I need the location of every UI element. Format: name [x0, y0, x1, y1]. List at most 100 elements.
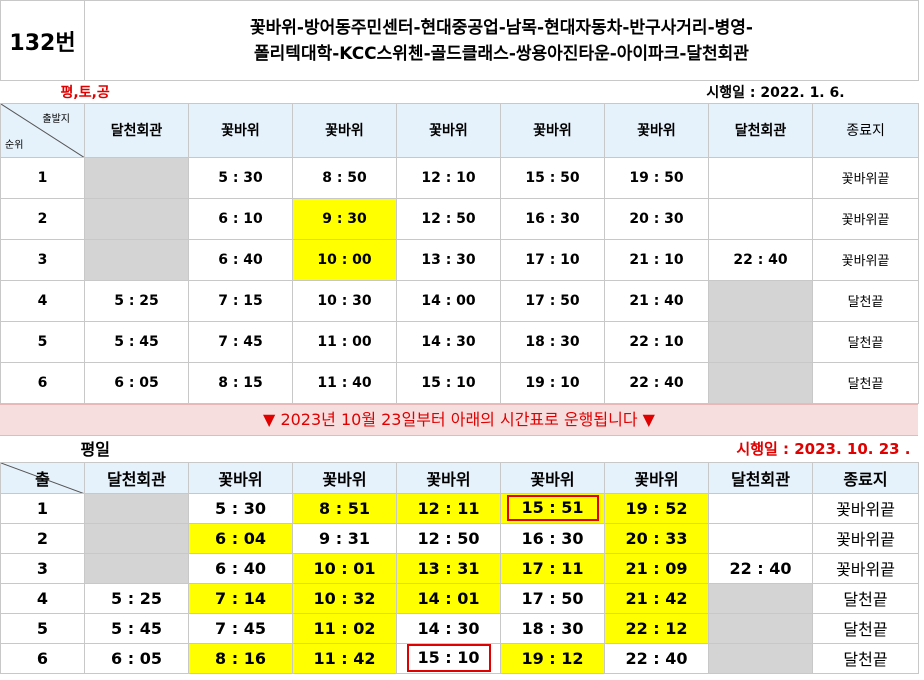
time-cell: 10 : 30: [292, 279, 397, 322]
col-header: 꽃바위: [188, 102, 293, 158]
col-header: 꽃바위: [188, 461, 294, 494]
timetable-2023: 평일 시행일 : 2023. 10. 23 . 출 달천회관 꽃바위 꽃바위 꽃…: [0, 435, 920, 674]
header-row: 출발지 순위 달천회관 꽃바위 꽃바위 꽃바위 꽃바위 꽃바위 달천회관 종료지: [0, 102, 920, 158]
time-cell: 14 : 01: [396, 582, 502, 614]
time-cell: [83, 492, 190, 524]
time-cell: 17 : 10: [500, 238, 605, 281]
row-number: 6: [0, 642, 85, 674]
time-cell: 15 : 50: [500, 156, 605, 199]
col-header: 꽃바위: [396, 102, 501, 158]
time-cell: 7 : 14: [188, 582, 294, 614]
time-cell: [84, 197, 189, 240]
time-cell: 8 : 51: [292, 492, 398, 524]
time-cell: 7 : 45: [188, 612, 294, 644]
service-days-label: 평일: [80, 440, 110, 460]
time-cell: [708, 279, 813, 322]
time-cell: 16 : 30: [500, 522, 606, 554]
time-cell: 6 : 05: [83, 642, 190, 674]
time-cell: 6 : 04: [188, 522, 294, 554]
col-header: 종료지: [811, 102, 920, 158]
time-cell: 14 : 30: [396, 612, 502, 644]
time-cell: [708, 197, 813, 240]
time-cell: 21 : 40: [604, 279, 709, 322]
timetable-2022: 평,토,공 시행일 : 2022. 1. 6. 출발지 순위 달천회관 꽃바위 …: [0, 81, 920, 404]
table-row: 3 6 : 40 10 : 01 13 : 31 17 : 11 21 : 09…: [0, 552, 920, 584]
time-cell: 12 : 50: [396, 522, 502, 554]
route-description: 꽃바위-방어동주민센터-현대중공업-남목-현대자동차-반구사거리-병영- 폴리텍…: [84, 0, 919, 81]
time-cell: 9 : 31: [292, 522, 398, 554]
time-cell: 19 : 50: [604, 156, 709, 199]
terminus-cell: 꽃바위끝: [811, 156, 920, 199]
col-header: 꽃바위: [604, 102, 709, 158]
time-cell: [84, 238, 189, 281]
table-row: 2 6 : 10 9 : 30 12 : 50 16 : 30 20 : 30 …: [0, 197, 920, 240]
time-cell: [708, 522, 814, 554]
route-number: 132번: [0, 0, 85, 81]
row-number: 5: [0, 612, 85, 644]
time-cell: 6 : 10: [188, 197, 293, 240]
time-cell: 20 : 30: [604, 197, 709, 240]
route-description-line1: 꽃바위-방어동주민센터-현대중공업-남목-현대자동차-반구사거리-병영-: [250, 17, 753, 38]
time-cell: [708, 642, 814, 674]
time-cell: [708, 492, 814, 524]
terminus-cell: 꽃바위끝: [811, 197, 920, 240]
terminus-cell: 달천끝: [811, 320, 920, 363]
time-cell: 7 : 45: [188, 320, 293, 363]
time-cell: 17 : 50: [500, 582, 606, 614]
terminus-cell: 달천끝: [812, 642, 920, 674]
col-header: 꽃바위: [292, 461, 398, 494]
diagonal-line-icon: [1, 104, 84, 156]
time-cell: 21 : 42: [604, 582, 710, 614]
time-cell: 7 : 15: [188, 279, 293, 322]
time-cell: 22 : 40: [604, 361, 709, 404]
terminus-cell: 달천끝: [812, 612, 920, 644]
time-cell: 5 : 45: [84, 320, 189, 363]
time-cell: 18 : 30: [500, 320, 605, 363]
time-cell: 6 : 05: [84, 361, 189, 404]
table-row: 1 5 : 30 8 : 50 12 : 10 15 : 50 19 : 50 …: [0, 156, 920, 199]
time-cell: 8 : 15: [188, 361, 293, 404]
time-cell: 16 : 30: [500, 197, 605, 240]
time-cell: 8 : 50: [292, 156, 397, 199]
col-header: 꽃바위: [396, 461, 502, 494]
terminus-cell: 달천끝: [811, 361, 920, 404]
effective-date: 시행일 : 2022. 1. 6.: [706, 84, 845, 101]
service-days-label: 평,토,공: [60, 84, 110, 101]
col-header: 꽃바위: [292, 102, 397, 158]
time-cell: [708, 320, 813, 363]
time-cell: 22 : 40: [708, 552, 814, 584]
col-header: 종료지: [812, 461, 920, 494]
time-cell: 11 : 40: [292, 361, 397, 404]
row-number: 1: [0, 492, 85, 524]
time-cell: [708, 582, 814, 614]
time-cell: 6 : 40: [188, 552, 294, 584]
red-box-highlight: 15 : 10: [406, 644, 491, 672]
row-number: 3: [0, 552, 85, 584]
terminus-cell: 꽃바위끝: [812, 552, 920, 584]
corner-label-top: 출발지: [42, 113, 70, 125]
time-cell: [83, 522, 190, 554]
time-cell: 8 : 16: [188, 642, 294, 674]
time-cell: 5 : 30: [188, 156, 293, 199]
time-cell: 13 : 31: [396, 552, 502, 584]
time-cell: 18 : 30: [500, 612, 606, 644]
time-cell: 12 : 50: [396, 197, 501, 240]
time-cell: 6 : 40: [188, 238, 293, 281]
col-header: 달천회관: [83, 461, 190, 494]
schedule-change-banner: ▼ 2023년 10월 23일부터 아래의 시간표로 운행됩니다 ▼: [0, 404, 918, 436]
time-cell: 22 : 40: [604, 642, 710, 674]
col-header: 꽃바위: [500, 461, 606, 494]
row-number: 5: [0, 320, 85, 363]
time-cell: 5 : 25: [84, 279, 189, 322]
time-cell: 20 : 33: [604, 522, 710, 554]
corner-header: 출: [0, 461, 85, 494]
table-row: 6 6 : 05 8 : 16 11 : 42 15 : 10 19 : 12 …: [0, 642, 920, 674]
table-row: 2 6 : 04 9 : 31 12 : 50 16 : 30 20 : 33 …: [0, 522, 920, 554]
time-cell-highlighted: 15 : 10: [396, 642, 502, 674]
effective-date: 시행일 : 2023. 10. 23 .: [736, 439, 911, 458]
route-header: 132번 꽃바위-방어동주민센터-현대중공업-남목-현대자동차-반구사거리-병영…: [0, 0, 919, 81]
table-row: 3 6 : 40 10 : 00 13 : 30 17 : 10 21 : 10…: [0, 238, 920, 281]
row-number: 6: [0, 361, 85, 404]
time-cell: 21 : 09: [604, 552, 710, 584]
time-cell: 5 : 30: [188, 492, 294, 524]
